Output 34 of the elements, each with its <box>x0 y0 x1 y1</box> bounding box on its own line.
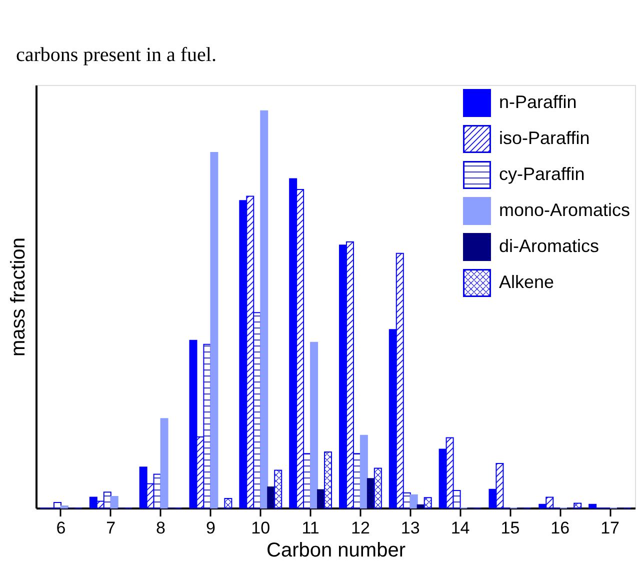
x-tick-label: 14 <box>450 518 470 538</box>
legend-label: di-Aromatics <box>499 236 600 256</box>
legend-label: iso-Paraffin <box>499 128 590 148</box>
x-tick-label: 15 <box>500 518 520 538</box>
text: carbons present in a fuel. <box>16 44 216 66</box>
x-tick-label: 8 <box>156 518 166 538</box>
x-tick-label: 11 <box>302 518 320 538</box>
x-axis-title: Carbon number <box>266 540 406 562</box>
x-tick-label: 13 <box>400 518 420 538</box>
x-tick-label: 7 <box>106 518 116 538</box>
legend-label: mono-Aromatics <box>499 200 630 220</box>
x-tick-label: 9 <box>206 518 216 538</box>
bar <box>424 497 432 508</box>
bar <box>574 502 582 508</box>
legend-label: Alkene <box>499 272 554 292</box>
bar <box>360 434 368 508</box>
y-axis-title: mass fraction <box>8 238 30 356</box>
bar <box>210 152 218 508</box>
x-tick-label: 16 <box>550 518 570 538</box>
bar <box>374 468 382 508</box>
legend-label: n-Paraffin <box>499 92 577 112</box>
bar <box>224 498 232 508</box>
bar <box>410 494 418 508</box>
bar <box>160 418 168 508</box>
x-tick-label: 12 <box>350 518 370 538</box>
bar <box>324 451 332 508</box>
bar <box>310 342 318 508</box>
x-tick-label: 17 <box>600 518 620 538</box>
bar <box>260 110 268 508</box>
x-tick-label: 6 <box>56 518 66 538</box>
bar <box>274 470 282 508</box>
legend-label: cy-Paraffin <box>499 164 585 184</box>
x-tick-label: 10 <box>251 518 270 538</box>
bar <box>110 496 118 508</box>
